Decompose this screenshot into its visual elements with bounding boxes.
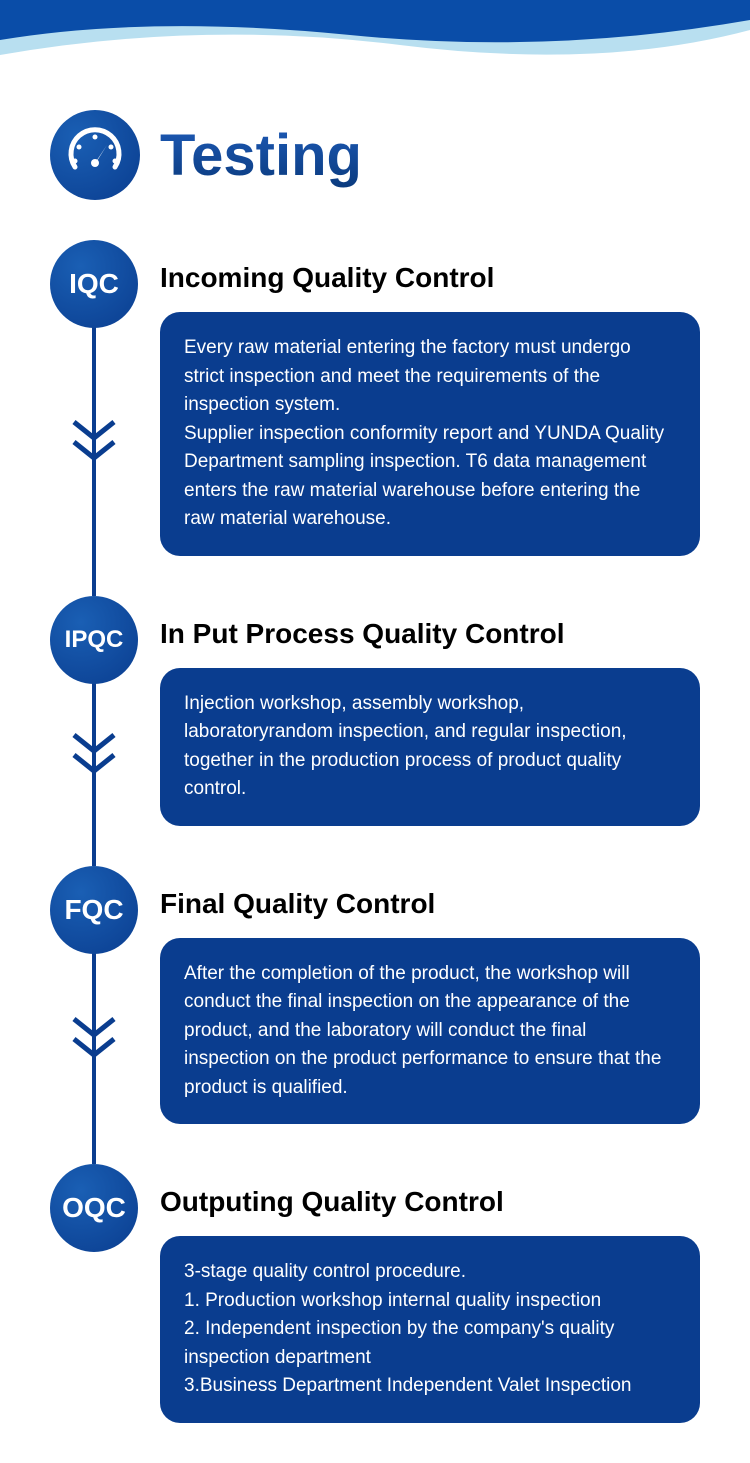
badge-label: FQC	[64, 894, 123, 926]
badge-label: OQC	[62, 1192, 126, 1224]
badge-oqc: OQC	[50, 1164, 138, 1252]
step-oqc: OQC Outputing Quality Control 3-stage qu…	[50, 1164, 700, 1423]
step-title: In Put Process Quality Control	[160, 596, 700, 650]
content-container: Testing IQC Incoming Quality Control Eve…	[0, 80, 750, 1463]
badge-fqc: FQC	[50, 866, 138, 954]
step-body-text: Injection workshop, assembly workshop, l…	[184, 690, 676, 804]
page-title: Testing	[160, 122, 362, 189]
step-body-box: Injection workshop, assembly workshop, l…	[160, 668, 700, 826]
top-wave-decoration	[0, 0, 750, 80]
timeline: IQC Incoming Quality Control Every raw m…	[50, 240, 700, 1423]
gauge-icon	[50, 110, 140, 200]
badge-label: IQC	[69, 268, 119, 300]
chevron-down-icon	[70, 418, 118, 473]
step-body-box: 3-stage quality control procedure. 1. Pr…	[160, 1236, 700, 1423]
step-title: Final Quality Control	[160, 866, 700, 920]
step-body-text: 3-stage quality control procedure. 1. Pr…	[184, 1258, 676, 1401]
step-iqc: IQC Incoming Quality Control Every raw m…	[50, 240, 700, 596]
wave-svg	[0, 0, 750, 80]
step-body-box: Every raw material entering the factory …	[160, 312, 700, 556]
chevron-down-icon	[70, 1015, 118, 1070]
step-title: Incoming Quality Control	[160, 240, 700, 294]
step-body-box: After the completion of the product, the…	[160, 938, 700, 1125]
page-header: Testing	[50, 110, 700, 200]
step-title: Outputing Quality Control	[160, 1164, 700, 1218]
step-body-text: Every raw material entering the factory …	[184, 334, 676, 534]
step-fqc: FQC Final Quality Control After the comp…	[50, 866, 700, 1165]
badge-iqc: IQC	[50, 240, 138, 328]
gauge-svg	[65, 125, 125, 185]
step-body-text: After the completion of the product, the…	[184, 960, 676, 1103]
chevron-down-icon	[70, 731, 118, 786]
step-ipqc: IPQC In Put Process Quality Control Inje…	[50, 596, 700, 866]
badge-label: IPQC	[65, 626, 124, 654]
badge-ipqc: IPQC	[50, 596, 138, 684]
